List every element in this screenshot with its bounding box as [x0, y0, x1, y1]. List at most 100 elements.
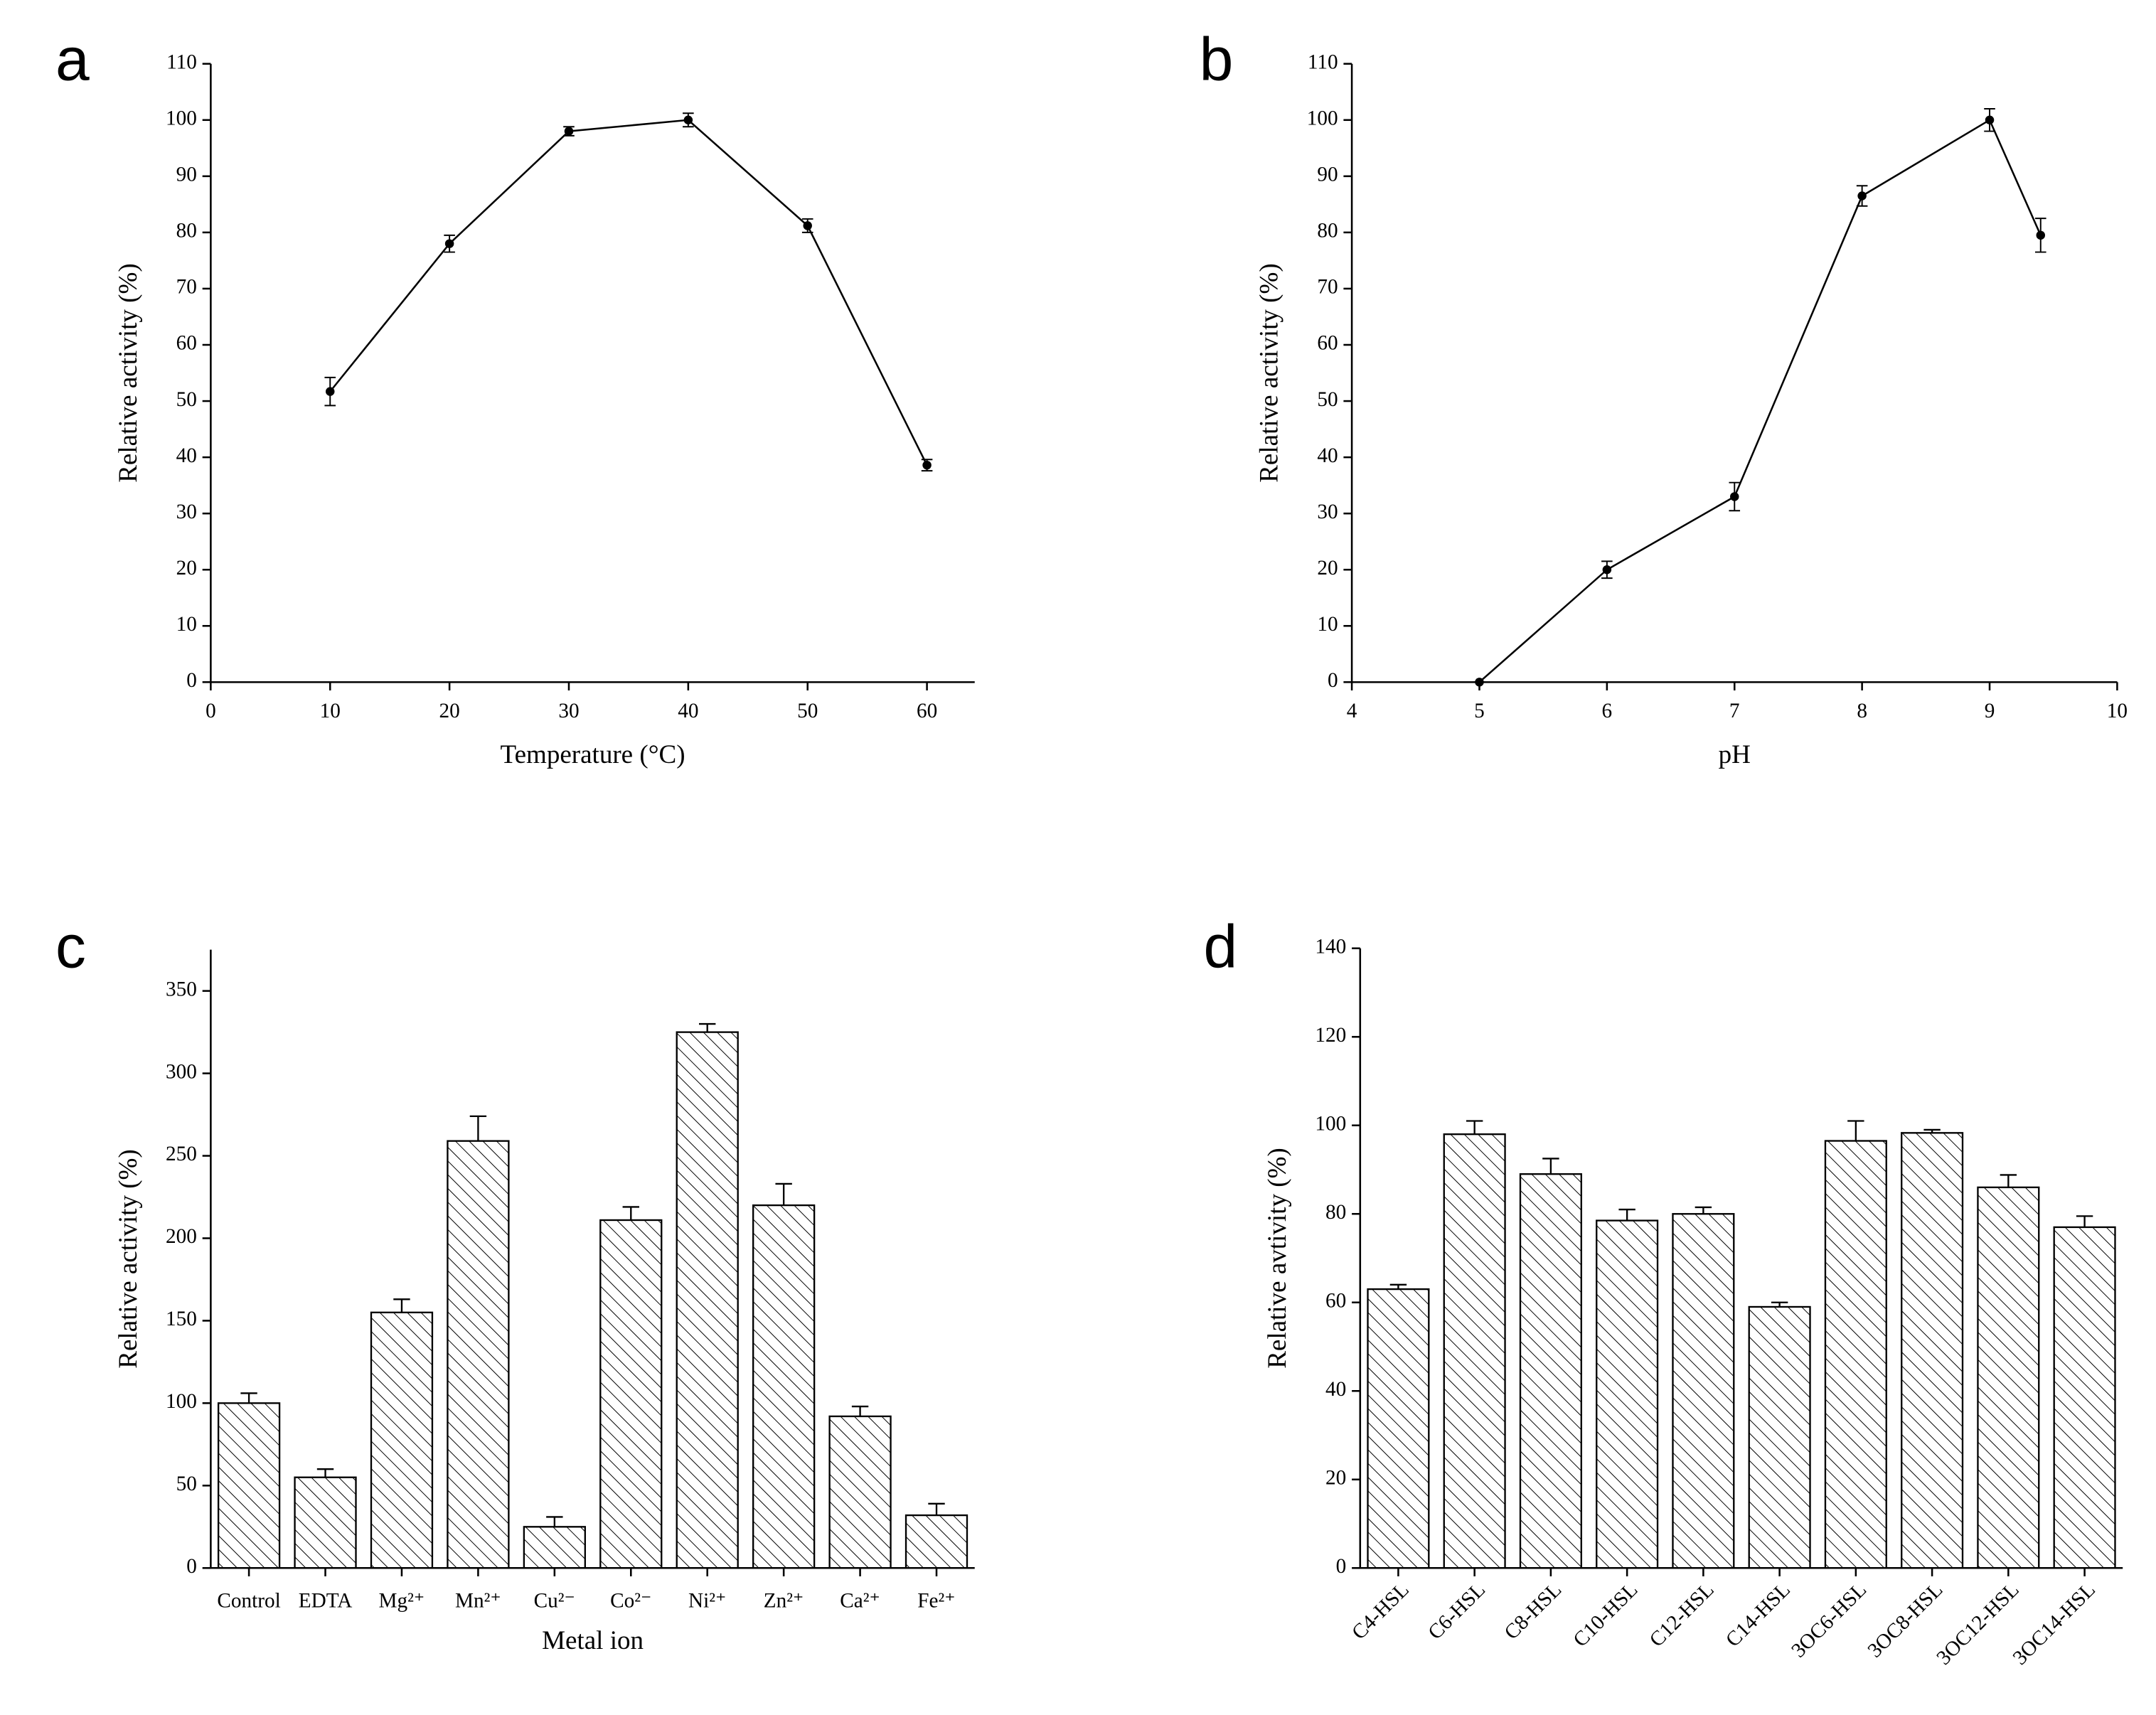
x-tick-label: 60 — [917, 700, 937, 722]
panel-letter: b — [1200, 25, 1234, 93]
bar — [2053, 1226, 2116, 1569]
bar — [294, 1476, 357, 1569]
y-tick-label: 90 — [176, 164, 197, 186]
y-tick-label: 50 — [176, 388, 197, 411]
x-tick-label: 6 — [1602, 700, 1613, 722]
error-bar — [2000, 1174, 2017, 1187]
y-axis-title: Relative activity (%) — [114, 1149, 143, 1368]
bar — [599, 1219, 663, 1569]
y-tick-label: 50 — [1317, 388, 1338, 411]
x-tick-label: 8 — [1857, 700, 1867, 722]
data-point — [1857, 191, 1867, 201]
error-bar — [851, 1405, 869, 1416]
error-bar — [1847, 1120, 1864, 1141]
x-tick-label: 4 — [1347, 700, 1357, 722]
data-point — [444, 239, 454, 248]
error-bar — [1695, 1206, 1712, 1214]
x-tick-label: C4-HSL — [1348, 1578, 1414, 1645]
y-tick-label: 110 — [1308, 50, 1338, 73]
error-bar — [1542, 1158, 1559, 1175]
y-tick-label: 80 — [1325, 1201, 1346, 1224]
bar — [904, 1514, 968, 1569]
x-axis-title: pH — [1719, 740, 1751, 769]
bar — [447, 1140, 510, 1569]
error-bar — [2076, 1215, 2093, 1227]
error-bar — [469, 1115, 487, 1141]
bar — [217, 1402, 281, 1569]
y-tick-label: 30 — [1317, 501, 1338, 523]
y-tick-label: 10 — [1317, 613, 1338, 636]
y-tick-label: 0 — [186, 1555, 197, 1578]
x-tick-label: 3OC8-HSL — [1864, 1578, 1948, 1662]
x-tick-label: 10 — [320, 700, 341, 722]
y-tick-label: 70 — [1317, 276, 1338, 299]
x-tick-label: 3OC6-HSL — [1787, 1578, 1871, 1662]
y-tick-label: 0 — [1336, 1555, 1347, 1578]
y-tick-label: 40 — [1317, 444, 1338, 467]
error-bar — [1618, 1208, 1635, 1221]
x-tick-label: C8-HSL — [1500, 1578, 1567, 1645]
x-tick-label: 3OC12-HSL — [1932, 1578, 2023, 1669]
x-tick-label: Fe²⁺ — [917, 1590, 955, 1613]
error-bar — [775, 1182, 792, 1206]
y-tick-label: 10 — [176, 613, 197, 636]
data-line — [1478, 118, 2042, 683]
data-point — [2036, 230, 2046, 240]
y-tick-label: 20 — [176, 557, 197, 579]
data-point — [803, 221, 812, 230]
data-point — [1602, 565, 1612, 575]
y-axis-title: Relative activity (%) — [114, 263, 143, 482]
x-tick-label: C14-HSL — [1722, 1578, 1795, 1652]
x-tick-label: 9 — [1985, 700, 1995, 722]
bar — [676, 1031, 739, 1569]
x-tick-label: C12-HSL — [1645, 1578, 1719, 1652]
bar — [1367, 1288, 1430, 1569]
y-tick-label: 100 — [166, 1390, 197, 1413]
y-tick-label: 350 — [166, 978, 197, 1000]
bar — [828, 1415, 892, 1569]
y-tick-label: 0 — [1328, 669, 1338, 692]
bar — [1596, 1219, 1659, 1569]
y-tick-label: 30 — [176, 501, 197, 523]
x-tick-label: C6-HSL — [1424, 1578, 1490, 1645]
y-tick-label: 40 — [1325, 1378, 1346, 1401]
data-point — [922, 460, 932, 470]
data-point — [564, 127, 574, 136]
data-point — [326, 387, 335, 396]
y-tick-label: 80 — [176, 220, 197, 242]
bar — [1443, 1133, 1506, 1569]
error-bar — [622, 1206, 639, 1220]
panel-letter: c — [55, 912, 86, 981]
x-tick-label: Control — [217, 1590, 280, 1613]
x-tick-label: Cu²⁻ — [534, 1590, 575, 1613]
y-tick-label: 80 — [1317, 220, 1338, 242]
y-tick-label: 50 — [176, 1473, 197, 1495]
x-tick-label: 50 — [797, 700, 818, 722]
x-tick-label: Mg²⁺ — [379, 1590, 425, 1613]
error-bar — [240, 1392, 257, 1404]
bar — [752, 1204, 816, 1569]
bar — [1901, 1132, 1964, 1569]
x-axis-title: Metal ion — [542, 1626, 644, 1655]
panel-letter: a — [55, 25, 90, 93]
x-tick-label: Ni²⁺ — [688, 1590, 726, 1613]
y-tick-label: 60 — [176, 332, 197, 355]
x-tick-label: 7 — [1729, 700, 1740, 722]
y-tick-label: 60 — [1317, 332, 1338, 355]
error-bar — [546, 1516, 563, 1527]
x-tick-label: 5 — [1474, 700, 1485, 722]
y-tick-label: 150 — [166, 1308, 197, 1330]
error-bar — [1466, 1120, 1483, 1135]
x-tick-label: 40 — [678, 700, 698, 722]
error-bar — [699, 1022, 716, 1032]
y-tick-label: 140 — [1315, 935, 1346, 958]
panel-letter: d — [1203, 912, 1237, 981]
data-point — [1730, 492, 1739, 501]
bar — [1748, 1305, 1811, 1569]
y-tick-label: 40 — [176, 444, 197, 467]
x-tick-label: EDTA — [299, 1590, 353, 1613]
y-tick-label: 70 — [176, 276, 197, 299]
bar — [1519, 1173, 1582, 1569]
x-tick-label: Mn²⁺ — [455, 1590, 501, 1613]
